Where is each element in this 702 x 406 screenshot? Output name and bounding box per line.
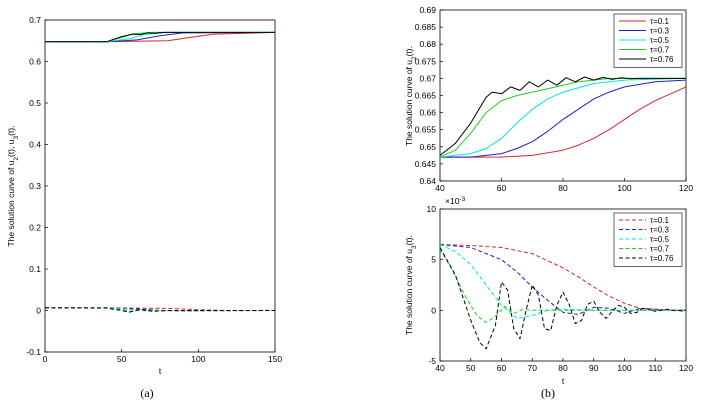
y-tick-label-b-bottom-3: 10 (427, 204, 437, 214)
x-tick-label-a-1: 50 (117, 354, 127, 364)
y-tick-label-a-0: -0.1 (26, 347, 41, 357)
y-tick-label-b-bottom-2: 5 (431, 255, 436, 265)
y-tick-label-a-5: 0.4 (29, 140, 41, 150)
chart-a-frame (44, 19, 276, 353)
x-tick-label-b-bottom-8: 120 (679, 363, 693, 373)
series-line-b-top-0 (440, 86, 687, 158)
caption-b: (b) (541, 386, 555, 400)
y-tick-label-b-top-2: 0.65 (419, 142, 436, 152)
x-tick-label-b-top-3: 100 (617, 183, 631, 193)
chart-a-ylabel: The solution curve of u2(t), u3(t). (6, 125, 20, 246)
y-tick-label-b-top-7: 0.675 (415, 56, 437, 66)
chart-b-bottom-exponent: ×10-3 (445, 196, 466, 207)
chart-b-top: 40 60 80 100 120 0.64 0.645 0.65 0.655 0.66 0.665 0… (404, 5, 693, 193)
y-tick-label-a-1: 0 (36, 306, 41, 316)
x-tick-label-b-bottom-3: 70 (528, 363, 538, 373)
y-tick-label-b-top-3: 0.655 (415, 125, 437, 135)
y-tick-label-b-top-1: 0.645 (415, 159, 437, 169)
y-tick-label-b-bottom-1: 0 (431, 305, 436, 315)
chart-b-bottom-ylabel: The solution curve of u3(t). (404, 235, 418, 335)
legend-label-b-top-4: τ=0.76 (650, 55, 674, 64)
chart-b-bottom: 40 50 60 70 80 90 100 110 120 -5 0 5 10 ×10-3 t The … (404, 196, 693, 401)
chart-b-top-ylabel: The solution curve of u2(t). (404, 46, 418, 146)
chart-a: 0 50 100 150-0.100.10.20.30.40.50.60.7 t Th… (6, 15, 282, 400)
legend-label-b-top-3: τ=0.7 (650, 46, 670, 55)
x-tick-label-a-2: 100 (191, 354, 205, 364)
y-tick-label-b-bottom-0: -5 (428, 356, 436, 366)
x-tick-label-b-top-2: 80 (558, 183, 568, 193)
x-tick-label-b-bottom-7: 110 (648, 363, 662, 373)
series-line-b-top-4 (439, 76, 686, 156)
y-tick-label-b-top-10: 0.69 (419, 5, 436, 15)
y-tick-label-b-top-8: 0.68 (419, 39, 436, 49)
x-tick-label-b-bottom-0: 40 (435, 363, 445, 373)
x-tick-label-b-bottom-1: 50 (466, 363, 476, 373)
series-line-a-4 (45, 31, 275, 43)
x-tick-label-b-top-1: 60 (497, 183, 507, 193)
series-line-b-top-2 (439, 77, 687, 158)
y-tick-label-a-3: 0.2 (29, 223, 41, 233)
y-tick-label-a-8: 0.7 (29, 15, 41, 25)
x-tick-label-b-bottom-4: 80 (558, 363, 568, 373)
series-line-b-bottom-1 (439, 244, 686, 315)
y-tick-label-a-7: 0.6 (29, 57, 41, 67)
x-tick-label-b-top-0: 40 (435, 183, 445, 193)
series-line-b-top-1 (440, 79, 687, 158)
legend-box-b-bottom (613, 212, 683, 267)
legend-label-b-bottom-0: τ=0.1 (650, 216, 670, 225)
x-tick-label-a-0: 0 (43, 354, 48, 364)
x-tick-label-b-bottom-6: 100 (617, 363, 631, 373)
y-tick-label-b-top-5: 0.665 (415, 91, 437, 101)
series-line-b-bottom-3 (439, 249, 686, 323)
x-tick-label-a-3: 150 (268, 354, 282, 364)
y-tick-label-b-top-0: 0.64 (419, 176, 436, 186)
legend-label-b-bottom-3: τ=0.7 (650, 245, 670, 254)
y-tick-label-a-2: 0.1 (29, 264, 41, 274)
series-line-a-0 (45, 31, 276, 43)
series-line-a-9 (44, 307, 275, 313)
x-tick-label-b-top-4: 120 (679, 183, 693, 193)
legend-label-b-bottom-2: τ=0.5 (650, 235, 670, 244)
y-tick-label-b-top-9: 0.685 (415, 22, 437, 32)
y-tick-label-a-6: 0.5 (29, 98, 41, 108)
x-tick-label-b-bottom-5: 90 (589, 363, 599, 373)
chart-a-xlabel: t (159, 366, 162, 376)
legend-label-b-top-2: τ=0.5 (650, 36, 670, 45)
series-line-b-top-3 (439, 77, 686, 158)
y-tick-label-a-4: 0.3 (29, 181, 41, 191)
x-tick-label-b-bottom-2: 60 (497, 363, 507, 373)
series-line-b-bottom-4 (439, 247, 686, 350)
legend-label-b-top-0: τ=0.1 (650, 17, 670, 26)
legend-label-b-bottom-1: τ=0.3 (650, 226, 670, 235)
legend-label-b-bottom-4: τ=0.76 (650, 254, 674, 263)
legend-label-b-top-1: τ=0.3 (650, 27, 670, 36)
y-tick-label-b-top-4: 0.66 (419, 108, 436, 118)
chart-b-bottom-xlabel: t (562, 376, 565, 386)
y-tick-label-b-top-6: 0.67 (419, 73, 436, 83)
caption-a: (a) (140, 386, 153, 400)
